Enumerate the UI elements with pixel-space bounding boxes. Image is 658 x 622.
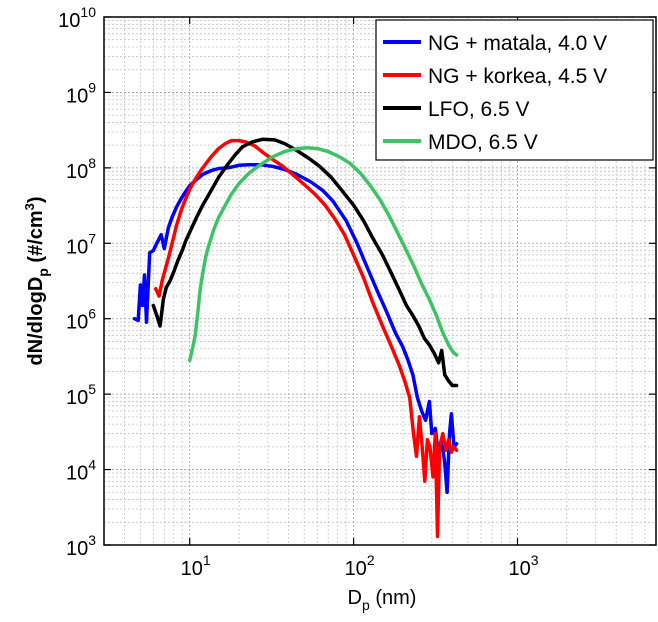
legend: NG + matala, 4.0 V NG + korkea, 4.5 V LFO,… bbox=[375, 19, 654, 161]
plot-frame bbox=[103, 16, 657, 546]
y-tick-label: 103 bbox=[66, 532, 96, 560]
y-tick-label: 105 bbox=[66, 381, 96, 409]
legend-label-3: LFO, 6.5 V bbox=[428, 98, 530, 121]
series-line-1 bbox=[132, 162, 459, 495]
legend-label-4: MDO, 6.5 V bbox=[428, 131, 538, 154]
y-tick-label: 109 bbox=[66, 79, 96, 107]
y-tick-label: 106 bbox=[66, 306, 96, 334]
series-line-2 bbox=[153, 138, 459, 539]
x-tick-label: 102 bbox=[345, 552, 375, 580]
series-line-3 bbox=[151, 137, 459, 388]
y-tick-label: 104 bbox=[66, 457, 96, 485]
y-axis-title: dN/dlogDp (#/cm3) bbox=[22, 196, 51, 365]
x-axis-title: Dp (nm) bbox=[348, 587, 417, 613]
tick-marks bbox=[104, 16, 656, 546]
y-tick-label: 1010 bbox=[58, 4, 96, 32]
x-tick-labels: 101 102 103 bbox=[181, 552, 539, 580]
x-tick-label: 101 bbox=[181, 552, 211, 580]
series-lines bbox=[132, 137, 459, 539]
y-tick-label: 107 bbox=[66, 230, 96, 258]
legend-label-1: NG + matala, 4.0 V bbox=[428, 32, 607, 55]
legend-box bbox=[375, 19, 654, 161]
y-tick-labels: 103 104 105 106 107 108 109 1010 bbox=[58, 4, 96, 560]
legend-label-2: NG + korkea, 4.5 V bbox=[428, 65, 607, 88]
x-tick-label: 103 bbox=[508, 552, 538, 580]
y-tick-label: 108 bbox=[66, 155, 96, 183]
series-line-4 bbox=[187, 145, 459, 363]
